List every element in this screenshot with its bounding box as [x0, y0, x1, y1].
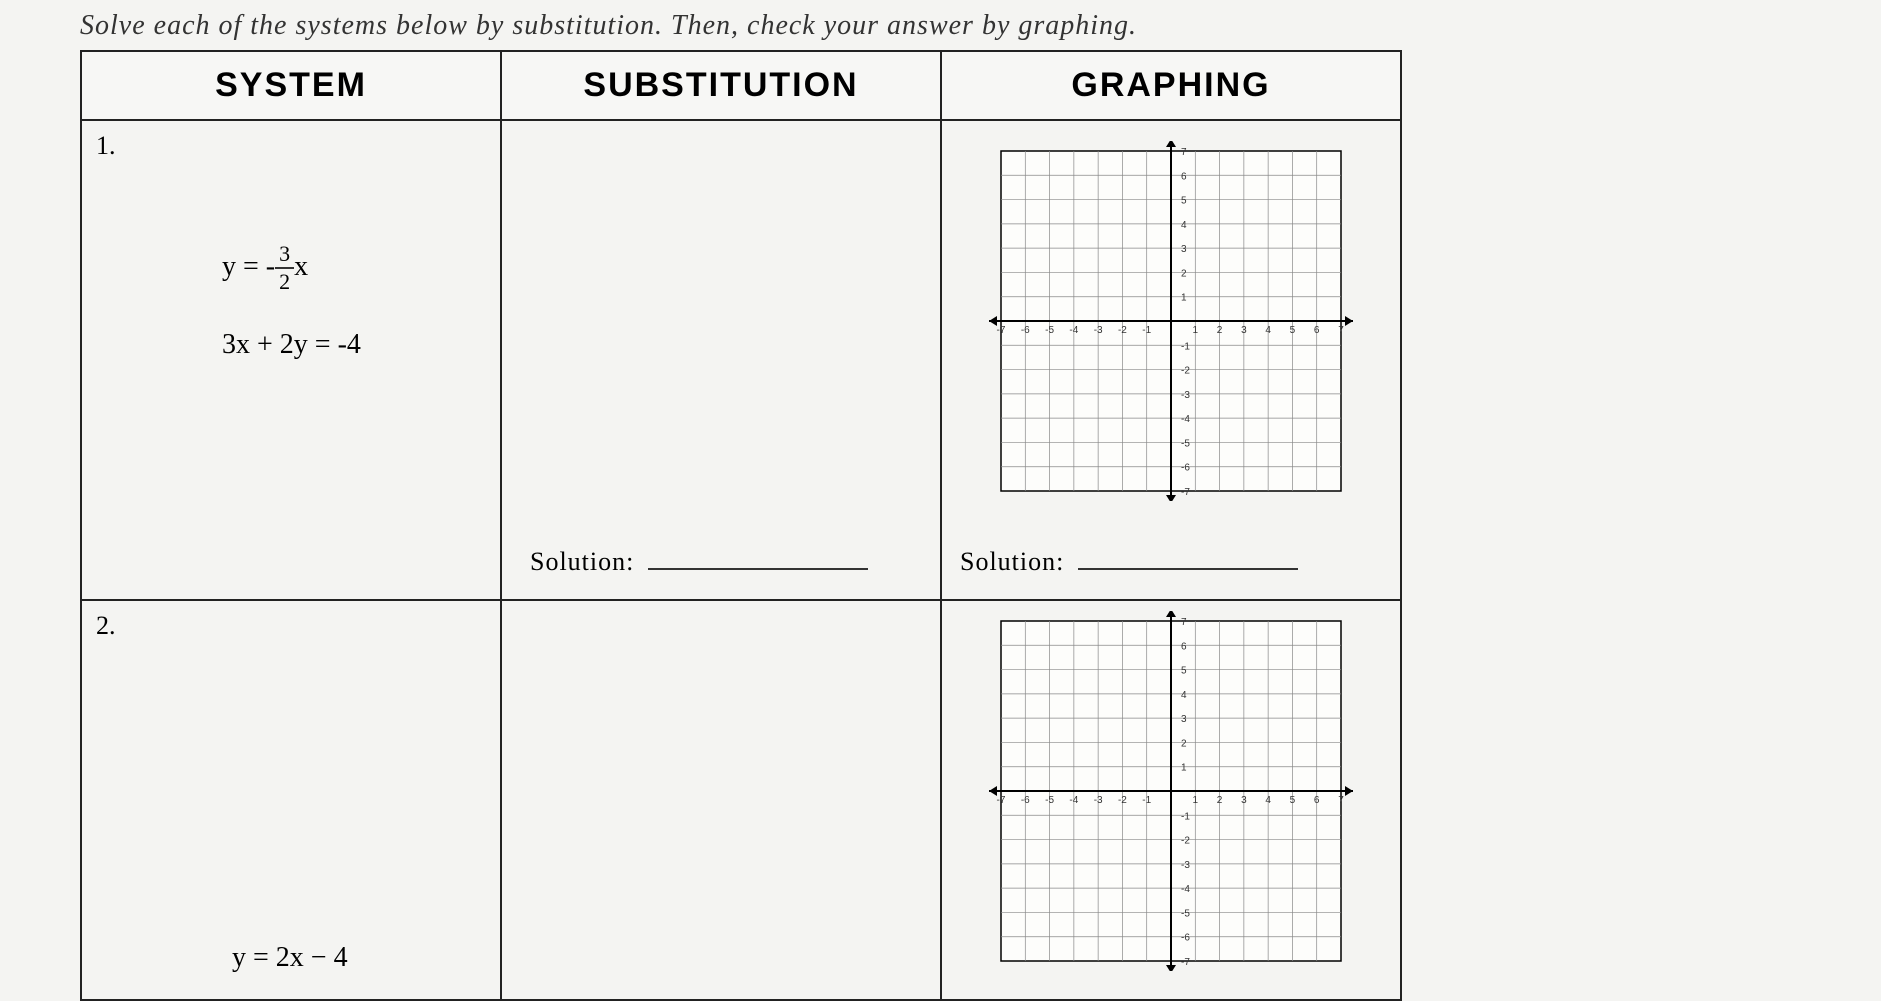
- solution-label-graph-1: Solution:: [960, 547, 1298, 577]
- svg-text:-5: -5: [1045, 325, 1054, 336]
- graphing-cell-1[interactable]: 1 1 2 2 3 3 4 4 5 5 6 6 7 7 -1 -1 -2 -2 -3 -3 -4 -4 -5 -5 -6 -6 -7…: [941, 120, 1401, 600]
- graph-grid-1[interactable]: 1 1 2 2 3 3 4 4 5 5 6 6 7 7 -1 -1 -2 -2 -3 -3 -4 -4 -5 -5 -6 -6 -7…: [981, 141, 1361, 501]
- svg-text:6: 6: [1314, 325, 1320, 336]
- svg-text:-6: -6: [1181, 463, 1190, 474]
- svg-text:5: 5: [1290, 795, 1296, 806]
- svg-text:-6: -6: [1181, 933, 1190, 944]
- worksheet-table: SYSTEM SUBSTITUTION GRAPHING 1. y = -32x…: [80, 50, 1402, 1001]
- svg-text:-2: -2: [1181, 836, 1190, 847]
- solution-blank[interactable]: [1078, 566, 1298, 570]
- svg-text:-1: -1: [1181, 341, 1190, 352]
- svg-text:-4: -4: [1181, 884, 1190, 895]
- svg-text:2: 2: [1217, 325, 1223, 336]
- svg-text:-6: -6: [1021, 325, 1030, 336]
- svg-text:-7: -7: [1181, 487, 1190, 498]
- header-graphing: GRAPHING: [941, 51, 1401, 120]
- eq1-prefix: y = -: [222, 251, 275, 282]
- svg-text:-3: -3: [1181, 390, 1190, 401]
- svg-text:5: 5: [1181, 666, 1187, 677]
- instruction-text: Solve each of the systems below by subst…: [80, 10, 1821, 42]
- problem-number: 2.: [96, 611, 116, 641]
- svg-text:3: 3: [1241, 325, 1247, 336]
- svg-text:2: 2: [1217, 795, 1223, 806]
- eq2: y = 2x − 4: [232, 941, 348, 975]
- system-cell-2: 2. y = 2x − 4: [81, 600, 501, 1000]
- svg-text:1: 1: [1181, 763, 1187, 774]
- svg-text:1: 1: [1193, 325, 1199, 336]
- svg-text:7: 7: [1338, 325, 1344, 336]
- svg-text:6: 6: [1181, 641, 1187, 652]
- svg-text:2: 2: [1181, 268, 1187, 279]
- svg-text:-3: -3: [1094, 325, 1103, 336]
- substitution-cell-2[interactable]: [501, 600, 941, 1000]
- svg-text:1: 1: [1181, 293, 1187, 304]
- svg-text:6: 6: [1181, 171, 1187, 182]
- svg-text:6: 6: [1314, 795, 1320, 806]
- svg-text:2: 2: [1181, 738, 1187, 749]
- system-equations-2: y = 2x − 4: [232, 941, 348, 975]
- svg-text:4: 4: [1265, 795, 1271, 806]
- solution-blank[interactable]: [648, 566, 868, 570]
- header-system: SYSTEM: [81, 51, 501, 120]
- svg-text:-4: -4: [1069, 795, 1078, 806]
- svg-text:7: 7: [1181, 147, 1187, 158]
- svg-text:-3: -3: [1094, 795, 1103, 806]
- svg-text:-5: -5: [1181, 438, 1190, 449]
- svg-text:5: 5: [1181, 196, 1187, 207]
- svg-text:3: 3: [1181, 714, 1187, 725]
- problem-row-2: 2. y = 2x − 4 1 1 2 2 3 3 4 4 5 5 6 6 7 7 -1 -1 -2 -2 -3 -3…: [81, 600, 1401, 1000]
- svg-text:1: 1: [1193, 795, 1199, 806]
- svg-text:4: 4: [1265, 325, 1271, 336]
- svg-text:-1: -1: [1142, 325, 1151, 336]
- svg-text:-2: -2: [1118, 795, 1127, 806]
- problem-number: 1.: [96, 131, 116, 161]
- problem-row-1: 1. y = -32x 3x + 2y = -4 Solution: 1 1 2 2 3…: [81, 120, 1401, 600]
- svg-text:4: 4: [1181, 220, 1187, 231]
- svg-text:5: 5: [1290, 325, 1296, 336]
- graph-grid-2[interactable]: 1 1 2 2 3 3 4 4 5 5 6 6 7 7 -1 -1 -2 -2 -3 -3 -4 -4 -5 -5 -6 -6 -7…: [981, 611, 1361, 971]
- graphing-cell-2[interactable]: 1 1 2 2 3 3 4 4 5 5 6 6 7 7 -1 -1 -2 -2 -3 -3 -4 -4 -5 -5 -6 -6 -7…: [941, 600, 1401, 1000]
- svg-text:-4: -4: [1181, 414, 1190, 425]
- substitution-cell-1[interactable]: Solution:: [501, 120, 941, 600]
- svg-text:-4: -4: [1069, 325, 1078, 336]
- solution-label-sub-1: Solution:: [530, 547, 868, 577]
- svg-text:4: 4: [1181, 690, 1187, 701]
- svg-text:7: 7: [1181, 617, 1187, 628]
- svg-text:-1: -1: [1181, 811, 1190, 822]
- svg-text:-7: -7: [1181, 957, 1190, 968]
- svg-text:-3: -3: [1181, 860, 1190, 871]
- system-cell-1: 1. y = -32x 3x + 2y = -4: [81, 120, 501, 600]
- eq1-fraction: 32: [275, 241, 294, 296]
- eq1-suffix: x: [294, 251, 308, 282]
- system-equations-1: y = -32x 3x + 2y = -4: [222, 241, 361, 361]
- svg-text:-7: -7: [997, 795, 1006, 806]
- svg-text:-5: -5: [1181, 908, 1190, 919]
- eq2: 3x + 2y = -4: [222, 328, 361, 362]
- svg-text:-2: -2: [1118, 325, 1127, 336]
- svg-text:3: 3: [1181, 244, 1187, 255]
- svg-text:7: 7: [1338, 795, 1344, 806]
- svg-text:-5: -5: [1045, 795, 1054, 806]
- svg-text:-1: -1: [1142, 795, 1151, 806]
- svg-text:3: 3: [1241, 795, 1247, 806]
- svg-text:-7: -7: [997, 325, 1006, 336]
- header-substitution: SUBSTITUTION: [501, 51, 941, 120]
- svg-text:-6: -6: [1021, 795, 1030, 806]
- svg-text:-2: -2: [1181, 366, 1190, 377]
